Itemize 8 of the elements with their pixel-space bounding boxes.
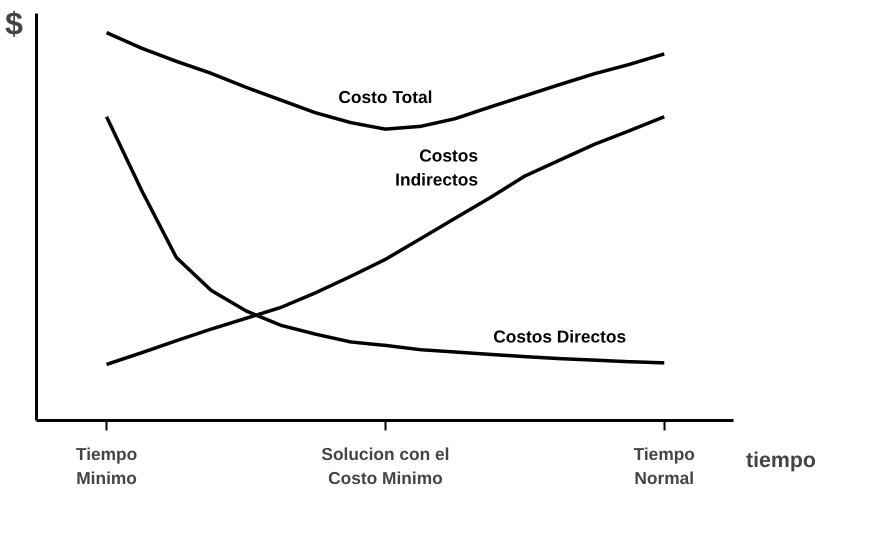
- x-tick-label: Tiempo Normal: [634, 444, 695, 488]
- x-tick-label: Tiempo Minimo: [76, 444, 138, 488]
- series-label: Costos Directos: [493, 326, 626, 347]
- y-axis-title: $: [5, 5, 24, 42]
- x-axis-title: tiempo: [746, 448, 816, 472]
- series-label: Costo Total: [338, 87, 432, 108]
- series-label: Costos Indirectos: [395, 146, 478, 190]
- x-tick-label: Solucion con el Costo Minimo: [321, 444, 450, 488]
